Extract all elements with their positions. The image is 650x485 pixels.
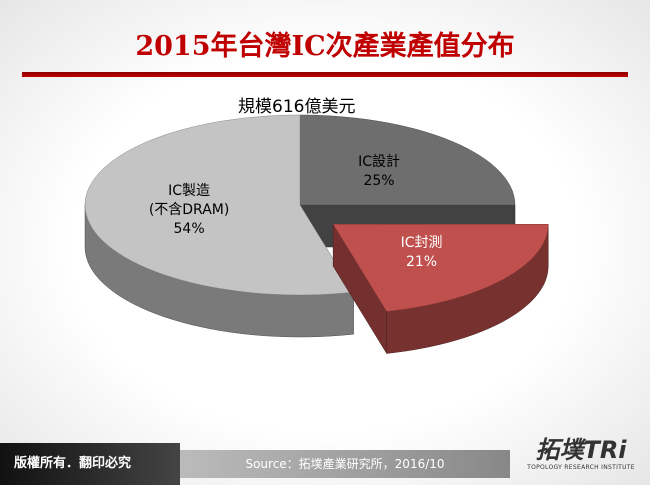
slice-label: IC設計 bbox=[358, 153, 400, 170]
slice-label: IC封測 bbox=[400, 234, 443, 251]
value-label: 25% bbox=[363, 172, 395, 189]
slice bbox=[299, 114, 516, 206]
chart bbox=[84, 114, 549, 355]
source: Source：拓墣產業研究所，2016/10 bbox=[180, 450, 510, 478]
value-label: 54% bbox=[173, 221, 205, 238]
slice bbox=[332, 224, 549, 312]
copyright: 版權所有．翻印必究 bbox=[0, 443, 180, 485]
chart-title: 2015年台灣IC次產業產值分布 bbox=[135, 31, 515, 62]
logo-subtitle: TOPOLOGY RESEARCH INSTITUTE bbox=[527, 464, 635, 471]
slice-label: IC製造 (不含DRAM) bbox=[148, 183, 230, 219]
slice bbox=[84, 114, 354, 296]
logo: 拓墣TRi TOPOLOGY RESEARCH INSTITUTE bbox=[520, 436, 642, 471]
logo-text: 拓墣TRi bbox=[535, 436, 627, 464]
title-rule bbox=[22, 72, 628, 77]
chart-subtitle: 規模616億美元 bbox=[238, 97, 356, 117]
value-label: 21% bbox=[405, 253, 438, 270]
